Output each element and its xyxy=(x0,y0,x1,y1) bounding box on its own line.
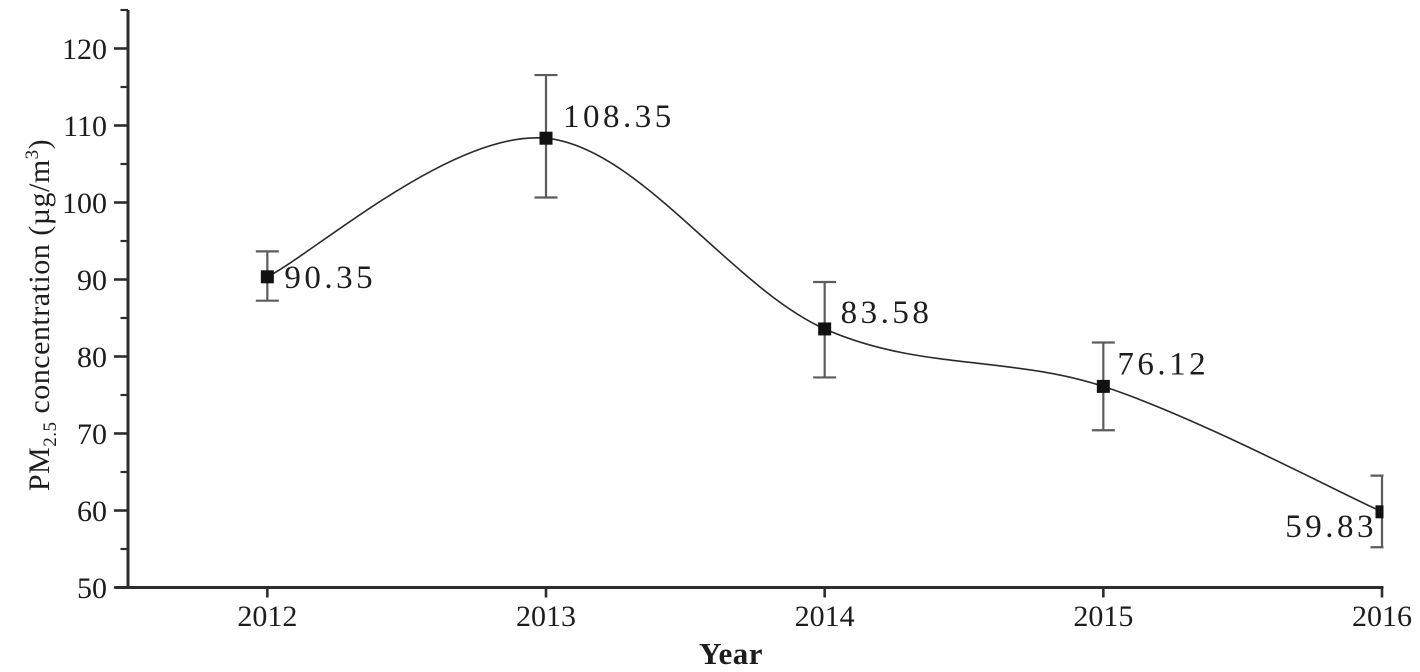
point-value-label: 83.58 xyxy=(841,295,933,331)
x-tick-label: 2015 xyxy=(1073,600,1133,633)
y-tick-label: 50 xyxy=(77,572,107,605)
data-point-marker xyxy=(1096,379,1110,393)
y-tick-label: 70 xyxy=(77,418,107,451)
y-axis-title-subscript: 2.5 xyxy=(40,421,61,447)
y-axis-title: PM2.5 concentration (µg/m3) xyxy=(22,138,61,492)
x-tick-label: 2013 xyxy=(516,600,576,633)
trend-curve xyxy=(266,137,1383,513)
point-value-label: 76.12 xyxy=(1117,346,1209,382)
point-value-label: 90.35 xyxy=(284,260,376,296)
y-tick-label: 60 xyxy=(77,495,107,528)
data-point-marker xyxy=(260,270,274,284)
y-tick-label: 120 xyxy=(62,33,107,66)
x-tick-label: 2014 xyxy=(795,600,855,633)
point-value-label: 59.83 xyxy=(1285,509,1377,545)
data-point-marker xyxy=(539,131,553,145)
data-layer xyxy=(255,73,1384,549)
y-axis-title-suffix: ) xyxy=(23,138,56,150)
y-axis-title-prefix: PM xyxy=(23,446,56,492)
y-tick-label: 100 xyxy=(62,187,107,220)
data-point-marker xyxy=(818,322,832,336)
data-point-marker xyxy=(1375,505,1384,519)
y-axis-title-mid: concentration (µg/m xyxy=(23,159,56,422)
y-axis-title-superscript: 3 xyxy=(22,149,43,160)
y-tick-label: 110 xyxy=(63,110,107,143)
y-tick-label: 80 xyxy=(77,341,107,374)
x-tick-label: 2016 xyxy=(1352,600,1412,633)
point-value-label: 108.35 xyxy=(563,99,675,135)
x-axis-title: Year xyxy=(699,636,763,671)
y-tick-label: 90 xyxy=(77,264,107,297)
x-tick-label: 2012 xyxy=(237,600,297,633)
